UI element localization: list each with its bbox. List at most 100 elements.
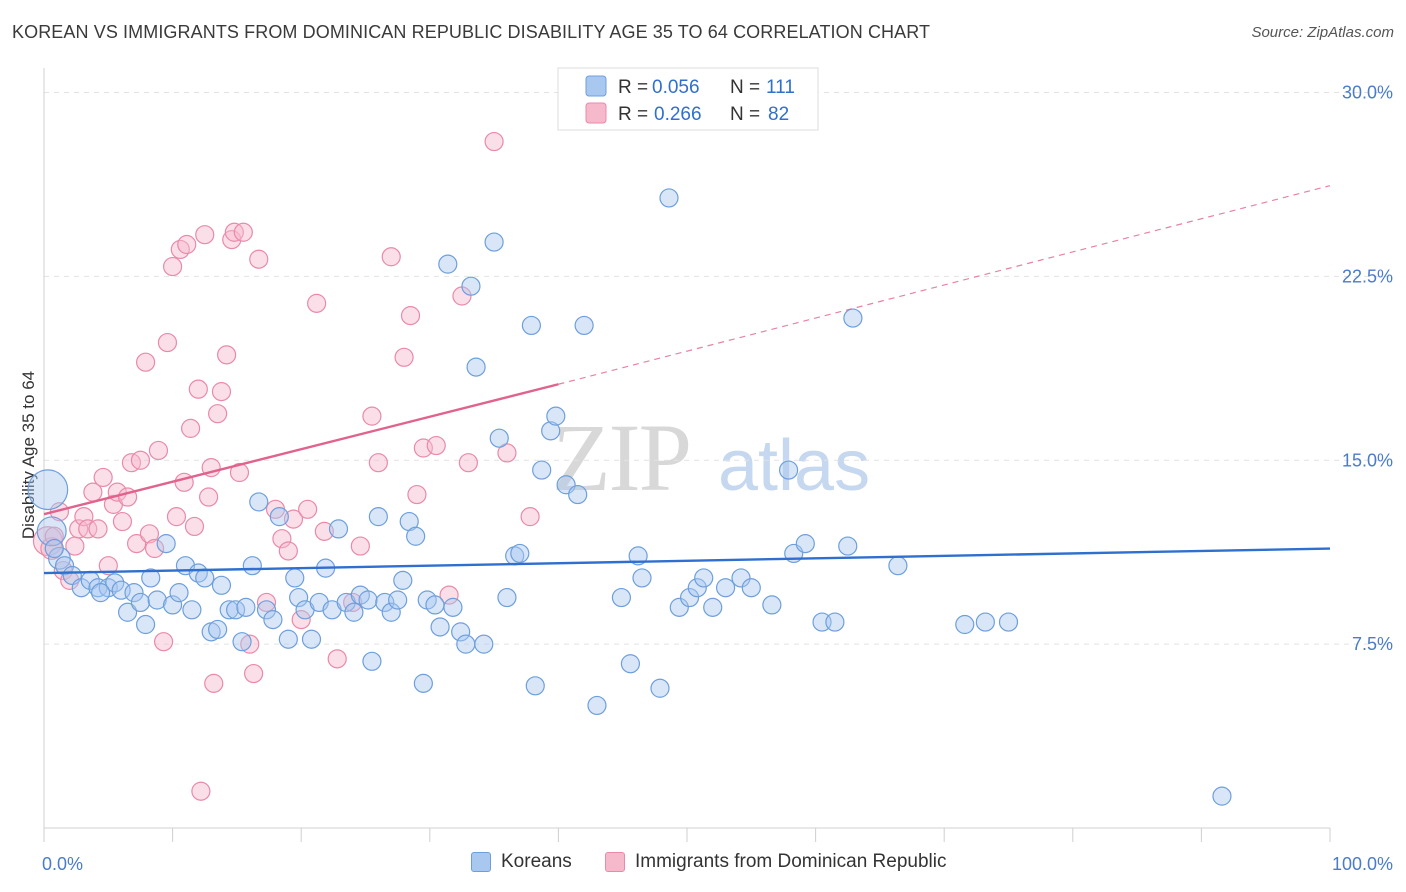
dominican-point-70 bbox=[439, 585, 459, 605]
korean-point-90 bbox=[669, 597, 689, 617]
korean-point-108 bbox=[975, 612, 995, 632]
legend-r-label-dominican: R = bbox=[618, 104, 648, 125]
dominican-point-28 bbox=[166, 507, 187, 527]
bottom-legend-dominican-label: Immigrants from Dominican Republic bbox=[635, 851, 947, 872]
dominican-point-53 bbox=[278, 541, 298, 561]
korean-point-105 bbox=[843, 308, 863, 328]
korean-point-35 bbox=[256, 600, 277, 620]
dominican-point-46 bbox=[233, 222, 253, 242]
korean-point-81 bbox=[568, 484, 588, 505]
dominican-point-8 bbox=[74, 507, 94, 527]
korean-point-14 bbox=[124, 583, 144, 603]
korean-point-84 bbox=[611, 587, 632, 608]
korean-point-56 bbox=[393, 570, 413, 590]
trend-line-dominican-extension bbox=[558, 185, 1331, 385]
bottom-swatch-koreans bbox=[471, 852, 491, 872]
korean-point-103 bbox=[825, 612, 845, 632]
korean-point-106 bbox=[888, 556, 908, 576]
bottom-swatch-dominican bbox=[605, 852, 625, 872]
y-tick-label-2: 22.5% bbox=[1342, 266, 1393, 286]
korean-point-75 bbox=[521, 315, 541, 336]
korean-point-16 bbox=[135, 614, 156, 635]
korean-point-66 bbox=[456, 634, 476, 654]
watermark-zip: ZIP bbox=[552, 404, 690, 511]
y-tick-label-0: 7.5% bbox=[1352, 634, 1393, 654]
korean-point-28 bbox=[211, 575, 232, 595]
korean-point-89 bbox=[659, 188, 679, 208]
chart-title: KOREAN VS IMMIGRANTS FROM DOMINICAN REPU… bbox=[12, 22, 931, 42]
dominican-point-57 bbox=[307, 293, 327, 313]
dominican-point-37 bbox=[199, 487, 219, 507]
korean-point-62 bbox=[430, 617, 450, 637]
korean-point-52 bbox=[368, 507, 388, 527]
dominican-point-31 bbox=[177, 234, 197, 255]
bottom-legend-dominican: Immigrants from Dominican Republic bbox=[605, 851, 947, 873]
korean-point-72 bbox=[497, 587, 517, 608]
dominican-point-73 bbox=[484, 131, 504, 152]
korean-point-83 bbox=[587, 695, 607, 716]
dominican-point-23 bbox=[144, 538, 165, 559]
korean-point-38 bbox=[278, 629, 298, 649]
korean-point-87 bbox=[632, 568, 652, 588]
dominican-point-41 bbox=[211, 382, 232, 402]
korean-point-63 bbox=[438, 254, 458, 274]
dominican-point-35 bbox=[191, 781, 211, 801]
x-tick-labels: 0.0% 100.0% bbox=[42, 854, 1393, 874]
dominican-point-16 bbox=[112, 511, 133, 532]
legend-n-label-dominican: N = bbox=[730, 104, 760, 125]
korean-point-68 bbox=[466, 357, 486, 377]
legend-r-label-koreans: R = bbox=[618, 77, 648, 98]
korean-point-69 bbox=[474, 634, 494, 654]
korean-point-58 bbox=[406, 526, 426, 546]
dominican-point-48 bbox=[244, 663, 264, 684]
dominican-point-69 bbox=[426, 435, 446, 456]
korean-point-91 bbox=[679, 587, 700, 608]
bottom-legend-koreans: Koreans bbox=[471, 851, 572, 873]
korean-point-1 bbox=[36, 516, 67, 547]
legend-r-value-dominican: 0.266 bbox=[654, 104, 702, 125]
dominican-point-20 bbox=[130, 450, 151, 470]
dominican-point-9 bbox=[78, 519, 98, 539]
korean-point-107 bbox=[955, 614, 975, 635]
dominican-point-61 bbox=[350, 536, 370, 556]
dominican-point-45 bbox=[229, 462, 250, 483]
dominican-point-24 bbox=[148, 440, 169, 461]
korean-point-10 bbox=[105, 573, 125, 593]
legend-n-value-koreans: 111 bbox=[766, 77, 795, 98]
dominican-point-64 bbox=[381, 247, 401, 267]
korean-point-39 bbox=[285, 568, 305, 588]
korean-point-92 bbox=[687, 578, 707, 598]
korean-point-93 bbox=[694, 568, 714, 588]
korean-point-78 bbox=[541, 421, 561, 441]
korean-point-15 bbox=[130, 592, 151, 613]
korean-point-67 bbox=[461, 276, 481, 296]
korean-point-51 bbox=[362, 651, 382, 671]
korean-point-101 bbox=[795, 534, 815, 554]
dominican-point-36 bbox=[195, 225, 215, 245]
dominican-point-63 bbox=[368, 453, 388, 473]
dominican-point-47 bbox=[240, 634, 260, 654]
x-ticks bbox=[43, 828, 1331, 842]
trend-lines bbox=[43, 185, 1331, 575]
x-tick-label-1: 100.0% bbox=[1332, 854, 1393, 874]
korean-point-64 bbox=[443, 597, 463, 617]
dominican-point-33 bbox=[184, 516, 205, 537]
dominican-point-75 bbox=[520, 507, 540, 527]
dominican-point-26 bbox=[157, 332, 178, 353]
korean-point-97 bbox=[741, 578, 761, 598]
korean-point-23 bbox=[182, 600, 202, 620]
korean-point-85 bbox=[620, 654, 641, 674]
korean-point-109 bbox=[998, 612, 1019, 632]
dominican-point-54 bbox=[283, 509, 304, 529]
dominican-point-66 bbox=[400, 306, 421, 326]
legend-swatch-koreans bbox=[585, 75, 607, 97]
trend-line-dominican bbox=[43, 383, 559, 516]
korean-point-18 bbox=[147, 590, 167, 610]
chart-source: Source: ZipAtlas.com bbox=[1251, 24, 1394, 41]
dominican-point-52 bbox=[272, 529, 292, 549]
dominican-point-42 bbox=[217, 345, 237, 365]
dominican-point-58 bbox=[314, 521, 334, 541]
bottom-legend-koreans-label: Koreans bbox=[501, 851, 572, 872]
korean-point-29 bbox=[219, 600, 239, 620]
